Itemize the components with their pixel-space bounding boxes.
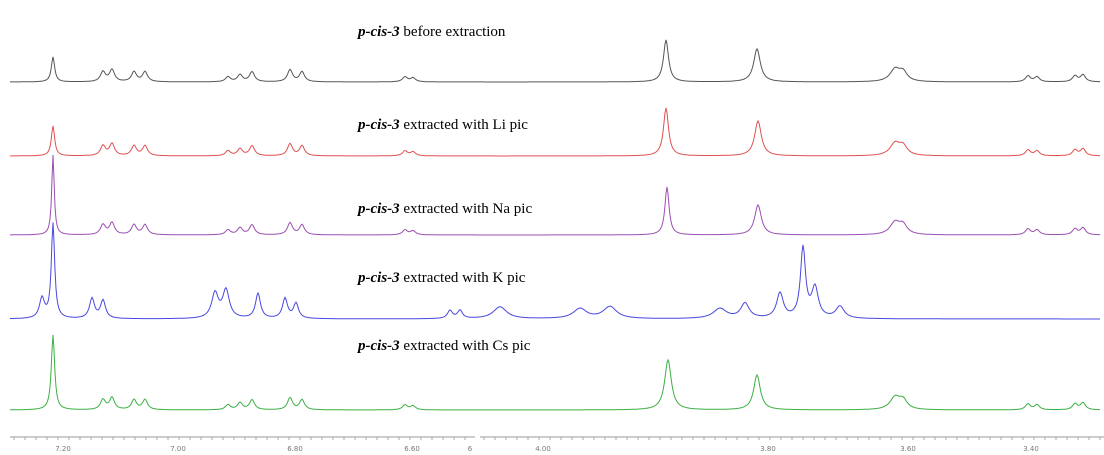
condition-text: extracted with Na pic bbox=[403, 201, 533, 217]
spectrum-trace bbox=[10, 39, 1101, 83]
spectrum-label: p-cis-3 before extraction bbox=[358, 24, 505, 41]
spectrum-trace bbox=[10, 154, 1101, 236]
compound-name: p-cis-3 bbox=[358, 338, 400, 354]
x-tick-label: 4.00 bbox=[535, 445, 551, 453]
x-tick-label: 6.80 bbox=[287, 445, 303, 453]
x-tick-label: 3.40 bbox=[1023, 445, 1039, 453]
spectrum-trace bbox=[10, 334, 1101, 411]
spectrum-label: p-cis-3 extracted with Li pic bbox=[358, 117, 528, 134]
x-tick-label: 7.00 bbox=[170, 445, 186, 453]
compound-name: p-cis-3 bbox=[358, 270, 400, 286]
condition-text: extracted with K pic bbox=[403, 270, 526, 286]
compound-name: p-cis-3 bbox=[358, 201, 400, 217]
condition-text: before extraction bbox=[403, 24, 506, 40]
x-tick-label: 3.60 bbox=[900, 445, 916, 453]
spectrum-trace bbox=[10, 107, 1101, 157]
x-tick-label: 6.60 bbox=[404, 445, 420, 453]
compound-name: p-cis-3 bbox=[358, 117, 400, 133]
condition-text: extracted with Li pic bbox=[403, 117, 528, 133]
compound-name: p-cis-3 bbox=[358, 24, 400, 40]
spectrum-label: p-cis-3 extracted with Cs pic bbox=[358, 338, 530, 355]
x-tick-label: 6 bbox=[468, 445, 473, 453]
spectrum-label: p-cis-3 extracted with K pic bbox=[358, 270, 525, 287]
x-tick-label: 3.80 bbox=[760, 445, 776, 453]
spectrum-label: p-cis-3 extracted with Na pic bbox=[358, 201, 532, 218]
x-tick-label: 7.20 bbox=[55, 445, 71, 453]
spectrum-trace bbox=[10, 222, 1100, 320]
condition-text: extracted with Cs pic bbox=[403, 338, 531, 354]
